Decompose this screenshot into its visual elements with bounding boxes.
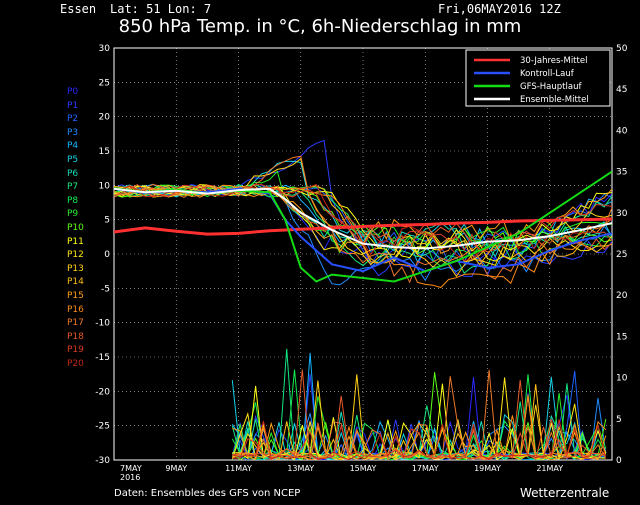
y-right-tick-label: 30 — [616, 209, 628, 219]
precip-line — [231, 369, 607, 460]
page-title: 850 hPa Temp. in °C, 6h-Niederschlag in … — [118, 16, 522, 37]
x-tick-label: 17MAY — [412, 464, 439, 473]
member-label: P17 — [67, 318, 84, 329]
y-left-tick-label: -15 — [95, 353, 110, 363]
y-left-tick-label: 10 — [99, 181, 111, 191]
member-label: P6 — [67, 168, 79, 179]
y-left-tick-label: -20 — [95, 387, 110, 397]
member-label: P9 — [67, 209, 79, 220]
coords-label: Lat: 51 Lon: 7 — [110, 2, 212, 16]
y-left-tick-label: 15 — [99, 147, 110, 157]
series-line — [114, 217, 612, 236]
precip-line — [232, 419, 607, 460]
y-left-tick-label: 20 — [99, 113, 111, 123]
y-left-tick-label: -5 — [101, 284, 110, 294]
x-tick-label: 15MAY — [350, 464, 377, 473]
member-label: P3 — [67, 127, 79, 138]
member-label: P2 — [67, 114, 79, 125]
location-label: Essen — [60, 2, 97, 16]
precip-traces — [231, 348, 607, 460]
y-left-tick-label: 5 — [104, 216, 110, 226]
member-label: P12 — [67, 250, 84, 261]
member-line — [114, 183, 612, 253]
member-line — [114, 185, 612, 262]
member-label: P8 — [67, 195, 79, 206]
series-line — [114, 187, 612, 250]
legend-label: Kontroll-Lauf — [520, 69, 575, 79]
member-label: P14 — [67, 277, 84, 288]
y-left-tick-label: 0 — [104, 250, 110, 260]
y-left-tick-label: -30 — [95, 456, 110, 466]
y-right-tick-label: 15 — [616, 332, 627, 342]
member-label: P19 — [67, 345, 84, 356]
main-series — [114, 170, 612, 283]
x-tick-label: 13MAY — [287, 464, 314, 473]
y-right-tick-label: 40 — [616, 126, 628, 136]
precip-line — [232, 369, 606, 460]
member-label: P11 — [67, 236, 84, 247]
y-left-tick-label: -25 — [95, 422, 110, 432]
member-label: P20 — [67, 358, 84, 369]
member-label: P15 — [67, 290, 84, 301]
run-label: Fri,06MAY2016 12Z — [438, 2, 561, 16]
x-tick-label: 7MAY — [120, 464, 142, 473]
y-left-tick-label: 30 — [99, 44, 111, 54]
member-label: P18 — [67, 331, 84, 342]
y-right-tick-label: 10 — [616, 374, 628, 384]
member-label: P7 — [67, 182, 79, 193]
source-label: Daten: Ensembles des GFS von NCEP — [114, 488, 301, 499]
legend-label: GFS-Hauptlauf — [520, 82, 582, 92]
x-tick-label: 9MAY — [165, 464, 187, 473]
x-tick-year: 2016 — [120, 473, 140, 482]
member-line — [114, 184, 612, 253]
member-label: P10 — [67, 222, 84, 233]
x-tick-label: 19MAY — [474, 464, 501, 473]
y-right-tick-label: 25 — [616, 250, 627, 260]
y-right-tick-label: 5 — [616, 415, 622, 425]
y-right-tick-label: 45 — [616, 85, 627, 95]
x-tick-label: 11MAY — [225, 464, 252, 473]
member-label: P0 — [67, 87, 79, 97]
member-label: P4 — [67, 141, 79, 152]
legend-label: Ensemble-Mittel — [520, 95, 589, 105]
member-line — [114, 183, 612, 261]
brand-label: Wetterzentrale — [520, 486, 610, 500]
y-right-tick-label: 20 — [616, 291, 628, 301]
member-label: P5 — [67, 154, 79, 165]
y-left-tick-label: -10 — [95, 319, 110, 329]
member-list: P0 P1 P2 P3 P4 P5 P6 P7 P8 P9 P10 P11 P12 P13 P14 P15 P1… — [67, 86, 107, 371]
member-label: P16 — [67, 304, 84, 315]
member-label: P13 — [67, 263, 84, 274]
x-tick-label: 21MAY — [536, 464, 563, 473]
y-right-tick-label: 0 — [616, 456, 622, 466]
member-label: P1 — [67, 100, 79, 111]
y-right-tick-label: 50 — [616, 44, 628, 54]
y-right-tick-label: 35 — [616, 168, 627, 178]
y-left-tick-label: 25 — [99, 78, 110, 88]
legend-label: 30-Jahres-Mittel — [520, 56, 587, 66]
